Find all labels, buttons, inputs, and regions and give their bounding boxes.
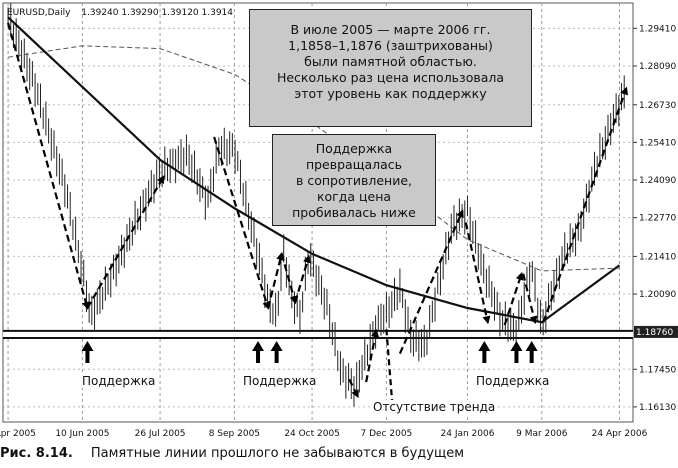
- support-label-1: Поддержка: [82, 374, 156, 388]
- y-tick-label: 1.26730: [639, 101, 676, 111]
- y-tick-label: 1.17450: [639, 365, 676, 375]
- y-tick-label: 1.16130: [639, 403, 676, 413]
- x-tick-label: 24 Apr 2006: [592, 429, 648, 439]
- trend-arrow: [267, 251, 285, 309]
- trend-arrow: [348, 378, 359, 399]
- zone-fill: [3, 330, 633, 339]
- trend-arrow: [365, 328, 380, 383]
- x-tick-label: 8 Sep 2005: [209, 429, 260, 439]
- trend-arrow: [294, 254, 311, 303]
- support-arrow: [270, 341, 283, 364]
- no-trend-label: Отсутствие тренда: [373, 400, 496, 414]
- note-line: превращалась: [305, 157, 403, 172]
- support-arrow: [525, 341, 538, 364]
- y-tick-label: 1.28090: [639, 62, 676, 72]
- x-tick-label: 24 Oct 2005: [284, 429, 340, 439]
- trend-arrow: [7, 22, 90, 310]
- y-tick-label: 1.29410: [639, 24, 676, 34]
- x-tick-label: 27 Apr 2005: [0, 429, 36, 439]
- current-price-box: [634, 325, 678, 338]
- x-tick-label: 10 Jun 2005: [55, 429, 109, 439]
- support-arrow: [510, 341, 523, 364]
- caption-text: Памятные линии прошлого не забываются в …: [90, 446, 465, 461]
- y-tick-label: 1.20090: [639, 290, 676, 300]
- ohlc-values: 1.39240 1.39290 1.39120 1.3914: [81, 8, 233, 18]
- current-price-label: 1.18760: [636, 328, 673, 338]
- y-tick-label: 1.25410: [639, 138, 676, 148]
- note-line: в сопротивление,: [295, 173, 413, 188]
- trend-arrow: [213, 136, 271, 310]
- note-line: Поддержка: [315, 141, 393, 156]
- note-line: были памятной областью.: [304, 54, 477, 69]
- y-tick-label: 1.21410: [639, 252, 676, 262]
- support-zone: [3, 329, 633, 340]
- trend-arrow: [503, 271, 524, 326]
- x-tick-label: 9 Mar 2006: [516, 429, 568, 439]
- support-label-3: Поддержка: [476, 374, 550, 388]
- figure-caption: Рис. 8.14. Памятные линии прошлого не заб…: [0, 446, 678, 461]
- support-arrow: [81, 341, 94, 364]
- trend-arrow: [464, 222, 491, 325]
- memory-zone-note: В июле 2005 — марте 2006 гг. 1,1858–1,18…: [249, 9, 532, 127]
- support-arrow: [478, 341, 491, 364]
- support-arrow: [252, 341, 265, 364]
- axes: 27 Apr 2005 10 Jun 2005 26 Jul 2005 8 Sep 2…: [0, 24, 678, 439]
- trend-arrow: [522, 273, 538, 325]
- note-line: Несколько раз цена использовала: [276, 70, 505, 85]
- support-label-2: Поддержка: [243, 374, 317, 388]
- note-line: этот уровень как поддержку: [294, 86, 487, 101]
- trend-arrow: [280, 253, 298, 305]
- note-line: когда цена: [316, 189, 392, 204]
- ma-long-line: [7, 16, 621, 324]
- support-becomes-resistance-note: Поддержка превращалась в сопротивление, …: [272, 134, 436, 226]
- chart-header: EURUSD,Daily 1.39240 1.39290 1.39120 1.3…: [7, 8, 233, 18]
- figure-number: Рис. 8.14.: [0, 446, 73, 461]
- note-line: 1,1858–1,1876 (заштрихованы): [288, 38, 493, 53]
- x-tick-label: 26 Jul 2005: [135, 429, 186, 439]
- instrument-label: EURUSD,Daily: [7, 8, 71, 18]
- trend-arrow: [86, 175, 165, 309]
- trendless-arrow: [385, 329, 394, 405]
- y-tick-label: 1.22770: [639, 214, 676, 224]
- support-arrows: [81, 329, 538, 405]
- note-line: В июле 2005 — марте 2006 гг.: [290, 22, 491, 37]
- trend-arrow: [542, 86, 629, 323]
- x-tick-label: 24 Jan 2006: [441, 429, 495, 439]
- note-line: пробивалась ниже: [292, 205, 416, 220]
- trend-arrow: [398, 209, 464, 355]
- x-tick-label: 7 Dec 2005: [361, 429, 413, 439]
- trend-arrows: [7, 22, 629, 399]
- y-tick-label: 1.24090: [639, 176, 676, 186]
